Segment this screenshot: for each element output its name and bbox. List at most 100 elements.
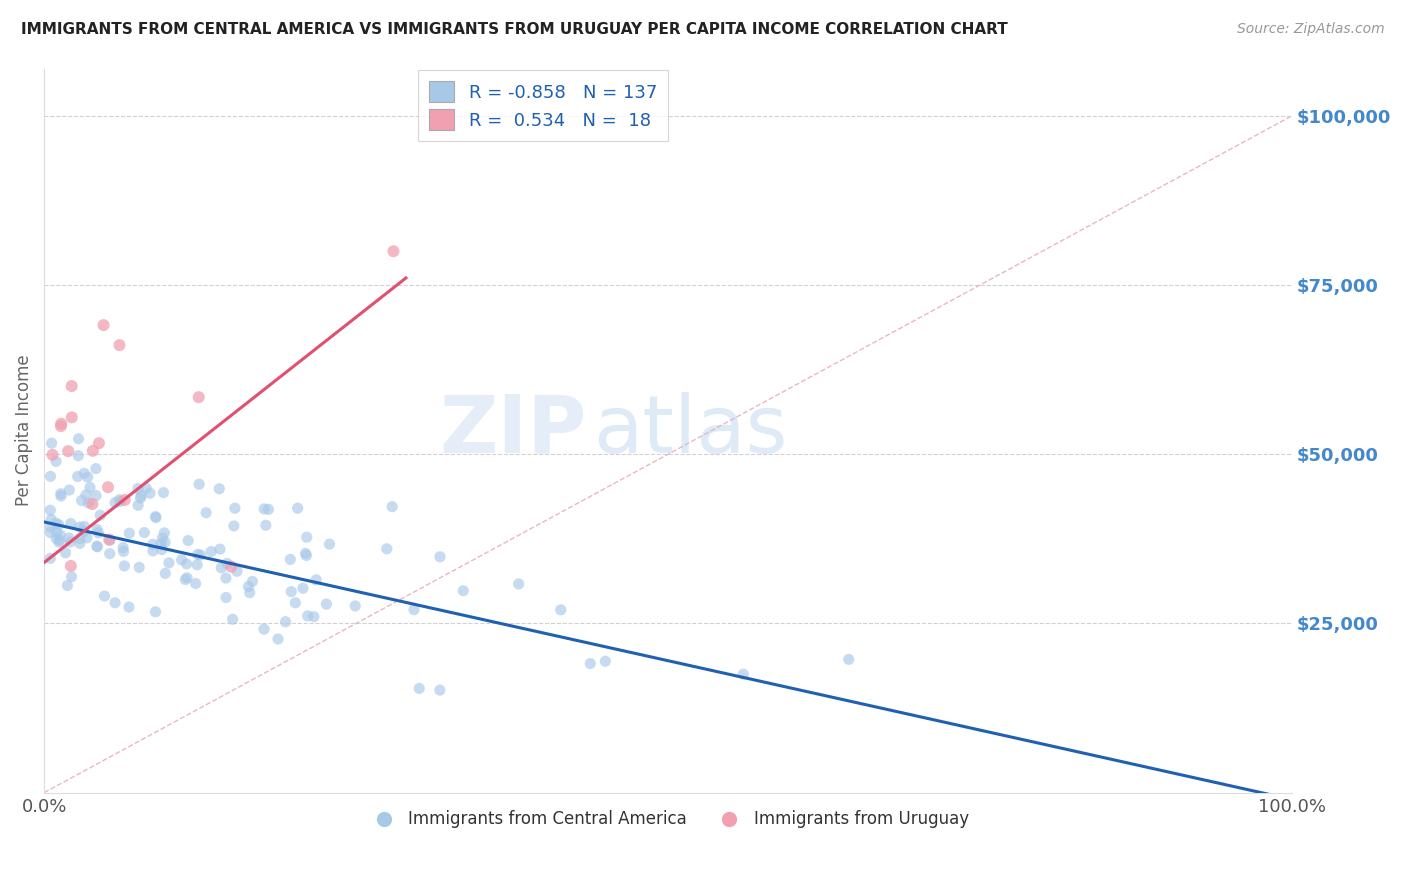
Point: [73, 519, 96, 533]
Point: [157, 556, 180, 570]
Point: [49, 487, 72, 501]
Point: [60, 570, 83, 584]
Point: [297, 608, 319, 623]
Point: [153, 535, 176, 549]
Point: [86, 540, 108, 554]
Point: [315, 597, 337, 611]
Point: [209, 561, 232, 575]
Point: [39, 503, 62, 517]
Point: [58, 531, 80, 545]
Point: [82, 497, 104, 511]
Point: [58, 483, 80, 497]
Point: [84, 489, 107, 503]
Point: [41, 448, 63, 462]
Point: [382, 244, 405, 259]
Point: [49, 419, 72, 434]
Point: [453, 583, 475, 598]
Text: IMMIGRANTS FROM CENTRAL AMERICA VS IMMIGRANTS FROM URUGUAY PER CAPITA INCOME COR: IMMIGRANTS FROM CENTRAL AMERICA VS IMMIG…: [21, 22, 1008, 37]
Point: [129, 491, 152, 505]
Point: [838, 652, 860, 666]
Point: [267, 632, 290, 646]
Point: [188, 477, 211, 491]
Point: [145, 605, 167, 619]
Point: [190, 548, 212, 562]
Point: [67, 449, 90, 463]
Point: [76, 531, 98, 545]
Point: [110, 494, 132, 508]
Point: [129, 489, 152, 503]
Point: [215, 557, 238, 571]
Point: [87, 436, 110, 450]
Point: [381, 500, 404, 514]
Point: [93, 589, 115, 603]
Point: [550, 603, 572, 617]
Point: [176, 571, 198, 585]
Point: [127, 482, 149, 496]
Point: [195, 506, 218, 520]
Point: [69, 532, 91, 546]
Point: [93, 318, 115, 333]
Point: [219, 559, 242, 574]
Y-axis label: Per Capita Income: Per Capita Income: [15, 355, 32, 507]
Point: [155, 566, 177, 581]
Point: [302, 609, 325, 624]
Point: [59, 559, 82, 574]
Point: [86, 539, 108, 553]
Point: [579, 657, 602, 671]
Point: [253, 502, 276, 516]
Point: [278, 552, 301, 566]
Point: [112, 544, 135, 558]
Point: [508, 577, 530, 591]
Point: [69, 520, 91, 534]
Point: [82, 443, 104, 458]
Text: ZIP: ZIP: [440, 392, 586, 469]
Point: [39, 512, 62, 526]
Point: [208, 482, 231, 496]
Point: [238, 580, 260, 594]
Point: [84, 461, 107, 475]
Point: [75, 488, 97, 502]
Point: [112, 541, 135, 555]
Point: [73, 524, 96, 539]
Text: Source: ZipAtlas.com: Source: ZipAtlas.com: [1237, 22, 1385, 37]
Point: [170, 553, 193, 567]
Point: [98, 533, 121, 548]
Point: [595, 654, 617, 668]
Point: [77, 496, 100, 510]
Point: [142, 544, 165, 558]
Point: [150, 536, 173, 550]
Point: [134, 525, 156, 540]
Point: [79, 480, 101, 494]
Point: [177, 533, 200, 548]
Point: [187, 390, 209, 404]
Point: [153, 525, 176, 540]
Point: [97, 480, 120, 494]
Point: [187, 548, 209, 562]
Point: [429, 683, 451, 698]
Point: [284, 596, 307, 610]
Point: [224, 501, 246, 516]
Point: [208, 542, 231, 557]
Point: [408, 681, 430, 696]
Point: [222, 519, 245, 533]
Point: [108, 492, 131, 507]
Point: [56, 444, 79, 458]
Point: [112, 558, 135, 573]
Point: [291, 581, 314, 595]
Point: [87, 525, 110, 540]
Point: [108, 338, 131, 352]
Point: [76, 470, 98, 484]
Point: [429, 549, 451, 564]
Point: [60, 379, 83, 393]
Point: [89, 508, 111, 523]
Point: [128, 560, 150, 574]
Point: [118, 526, 141, 541]
Point: [49, 489, 72, 503]
Point: [254, 518, 277, 533]
Point: [733, 667, 755, 681]
Point: [142, 537, 165, 551]
Point: [257, 502, 280, 516]
Point: [200, 544, 222, 558]
Point: [295, 549, 318, 563]
Point: [73, 467, 96, 481]
